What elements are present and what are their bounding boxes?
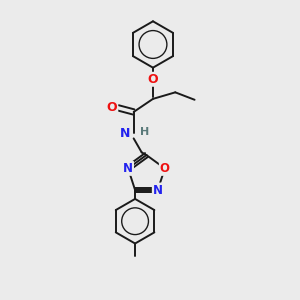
- Text: O: O: [106, 101, 117, 114]
- Text: O: O: [148, 73, 158, 86]
- Text: O: O: [160, 162, 170, 175]
- Text: N: N: [119, 127, 130, 140]
- Text: N: N: [153, 184, 163, 196]
- Text: H: H: [140, 128, 149, 137]
- Text: N: N: [123, 162, 133, 175]
